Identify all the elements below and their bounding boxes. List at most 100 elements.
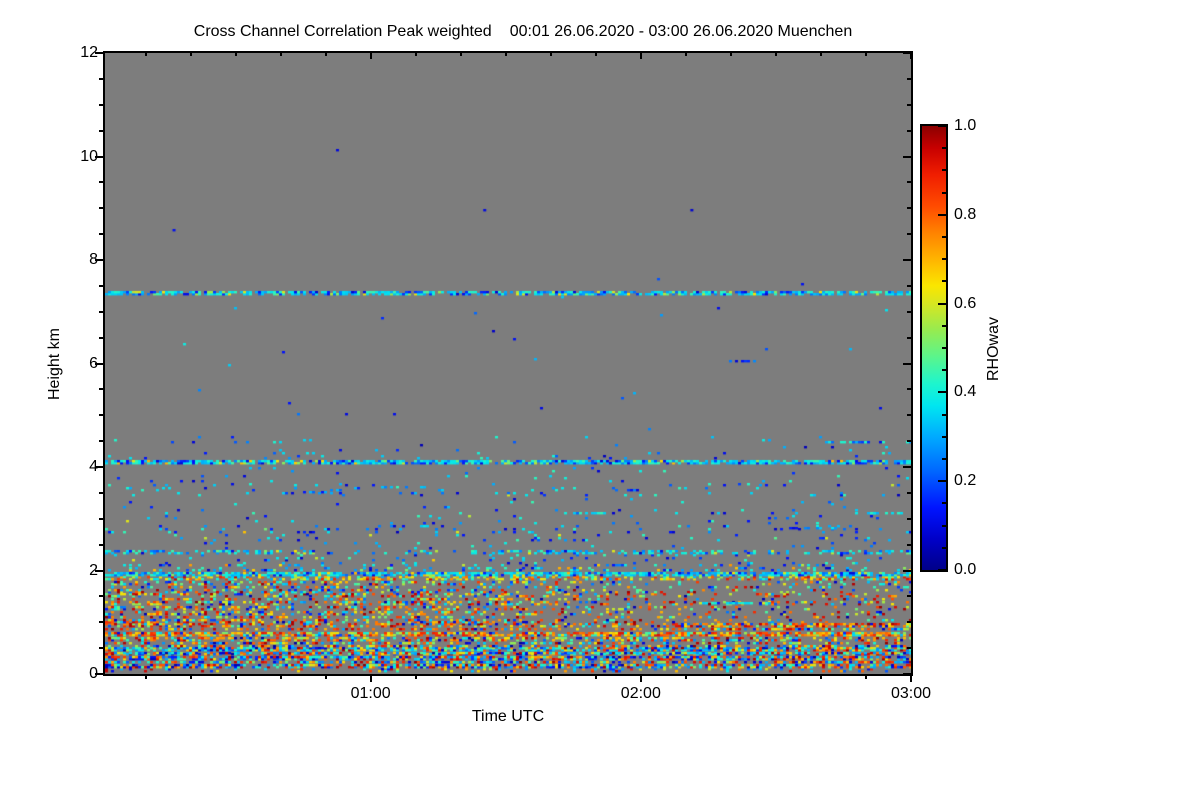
x-tick-label: 02:00	[620, 685, 661, 702]
x-tick-mark	[910, 676, 912, 682]
colorbar-tick-label: 0.2	[954, 472, 977, 490]
colorbar-tick-mark	[938, 569, 946, 571]
y-minor-tick-mark-right	[907, 621, 911, 624]
colorbar-minor-tick-mark	[942, 347, 946, 349]
y-minor-tick-mark	[99, 233, 103, 236]
y-minor-tick-mark-right	[907, 103, 911, 106]
x-tick-mark	[369, 676, 372, 682]
x-minor-tick-mark	[459, 676, 462, 679]
y-minor-tick-mark-right	[907, 129, 911, 132]
y-minor-tick-mark-right	[907, 284, 911, 287]
y-minor-tick-mark	[99, 77, 103, 80]
colorbar-tick-mark	[938, 302, 946, 305]
chart-title-main: Cross Channel Correlation Peak weighted	[193, 23, 492, 40]
x-minor-tick-mark	[729, 676, 732, 679]
y-minor-tick-mark-right	[907, 207, 911, 210]
x-minor-tick-mark-top	[819, 53, 822, 56]
y-minor-tick-mark-right	[907, 647, 911, 650]
x-minor-tick-mark	[144, 676, 147, 679]
y-tick-label: 4	[89, 458, 98, 475]
x-minor-tick-mark-top	[144, 53, 147, 56]
x-tick-label: 01:00	[350, 685, 391, 702]
y-minor-tick-mark-right	[907, 491, 911, 494]
x-minor-tick-mark	[819, 676, 822, 679]
chart-title: Cross Channel Correlation Peak weighted 0…	[100, 23, 946, 41]
y-tick-mark-right	[903, 52, 911, 54]
y-minor-tick-mark	[99, 181, 103, 184]
colorbar-minor-tick-mark	[942, 147, 946, 150]
y-minor-tick-mark	[99, 517, 103, 520]
x-minor-tick-mark	[684, 676, 687, 679]
y-minor-tick-mark	[99, 595, 103, 598]
y-minor-tick-mark	[99, 491, 103, 494]
y-tick-mark-right	[903, 362, 911, 365]
y-tick-mark	[95, 466, 103, 468]
y-tick-label: 6	[89, 354, 98, 372]
x-minor-tick-mark	[189, 676, 192, 679]
y-tick-mark	[95, 259, 103, 261]
colorbar-tick-label: 0.6	[954, 294, 977, 312]
colorbar-minor-tick-mark	[942, 369, 946, 372]
y-minor-tick-mark-right	[907, 543, 911, 546]
colorbar-tick-label: 0.8	[954, 205, 977, 223]
colorbar-minor-tick-mark	[942, 191, 946, 194]
y-minor-tick-mark-right	[907, 310, 911, 313]
colorbar-minor-tick-mark	[942, 435, 946, 438]
y-tick-mark	[95, 569, 103, 572]
colorbar-tick-mark	[938, 480, 946, 483]
y-tick-mark	[95, 673, 103, 675]
y-tick-mark-right	[903, 673, 911, 675]
x-tick-mark	[639, 676, 642, 682]
y-minor-tick-mark-right	[907, 414, 911, 417]
x-minor-tick-mark-top	[684, 53, 687, 56]
colorbar-tick-mark	[938, 391, 946, 394]
y-tick-mark	[95, 52, 103, 54]
y-minor-tick-mark	[99, 310, 103, 313]
heatmap-canvas	[105, 53, 911, 674]
x-minor-tick-mark-top	[324, 53, 327, 56]
y-minor-tick-mark-right	[907, 517, 911, 520]
x-tick-mark-top	[910, 53, 912, 59]
y-minor-tick-mark	[99, 129, 103, 132]
y-minor-tick-mark	[99, 207, 103, 210]
x-minor-tick-mark	[279, 676, 282, 679]
x-minor-tick-mark	[774, 676, 777, 679]
x-minor-tick-mark	[504, 676, 507, 679]
x-tick-label: 03:00	[890, 685, 932, 702]
y-minor-tick-mark-right	[907, 595, 911, 598]
colorbar-tick-label: 1.0	[954, 117, 977, 134]
colorbar-minor-tick-mark	[942, 458, 946, 460]
y-tick-label: 10	[80, 147, 98, 165]
y-tick-label: 0	[89, 665, 98, 682]
colorbar-minor-tick-mark	[942, 524, 946, 527]
y-tick-label: 12	[80, 44, 98, 61]
x-minor-tick-mark	[594, 676, 597, 679]
colorbar-tick-label: 0.4	[954, 383, 977, 401]
y-minor-tick-mark	[99, 103, 103, 106]
y-tick-mark	[95, 155, 103, 158]
colorbar-minor-tick-mark	[942, 236, 946, 238]
x-minor-tick-mark	[324, 676, 327, 679]
colorbar-minor-tick-mark	[942, 258, 946, 261]
y-minor-tick-mark	[99, 621, 103, 624]
y-minor-tick-mark	[99, 647, 103, 650]
x-minor-tick-mark-top	[189, 53, 192, 56]
colorbar-tick-mark	[938, 213, 946, 216]
x-minor-tick-mark	[549, 676, 552, 679]
y-tick-label: 2	[89, 561, 98, 579]
x-minor-tick-mark	[414, 676, 417, 679]
y-minor-tick-mark-right	[907, 388, 911, 391]
x-minor-tick-mark-top	[459, 53, 462, 56]
y-minor-tick-mark-right	[907, 77, 911, 80]
x-minor-tick-mark-top	[864, 53, 867, 56]
x-minor-tick-mark-top	[774, 53, 777, 56]
y-minor-tick-mark	[99, 440, 103, 443]
x-minor-tick-mark-top	[504, 53, 507, 56]
y-tick-mark-right	[903, 466, 911, 468]
colorbar-tick-mark	[938, 125, 946, 127]
colorbar-minor-tick-mark	[942, 546, 946, 549]
x-minor-tick-mark-top	[279, 53, 282, 56]
y-tick-mark-right	[903, 569, 911, 572]
x-minor-tick-mark-top	[549, 53, 552, 56]
y-minor-tick-mark-right	[907, 181, 911, 184]
